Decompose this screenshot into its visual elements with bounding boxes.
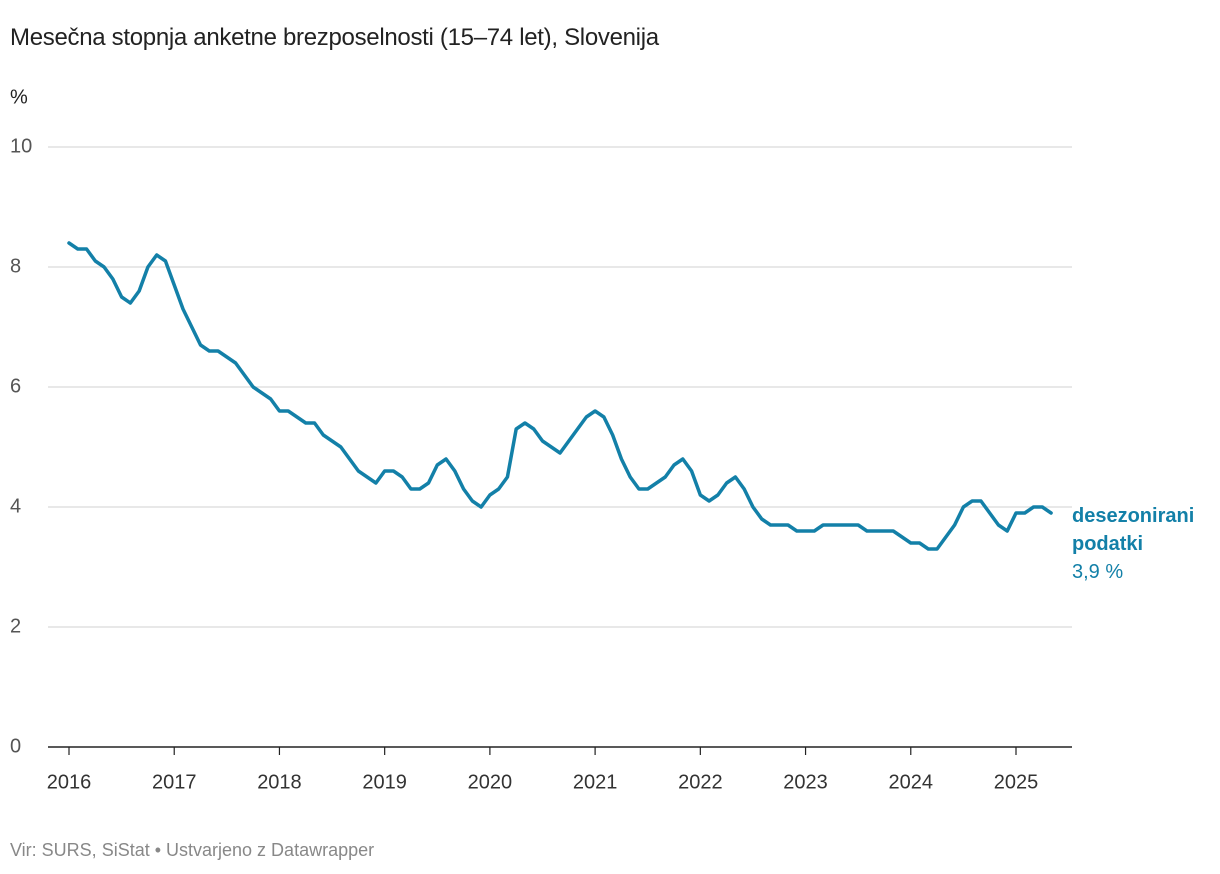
y-tick-label: 4 bbox=[10, 495, 21, 517]
y-tick-label: 6 bbox=[10, 375, 21, 397]
x-tick-label: 2019 bbox=[362, 771, 407, 793]
y-tick-label: 10 bbox=[10, 135, 32, 157]
x-tick-label: 2018 bbox=[257, 771, 302, 793]
value-label: 3,9 % bbox=[1072, 561, 1124, 583]
x-tick-label: 2025 bbox=[994, 771, 1039, 793]
x-tick-label: 2023 bbox=[783, 771, 828, 793]
chart-title: Mesečna stopnja anketne brezposelnosti (… bbox=[10, 24, 659, 51]
y-tick-label: 2 bbox=[10, 615, 21, 637]
x-tick-label: 2024 bbox=[889, 771, 934, 793]
y-tick-label: 0 bbox=[10, 735, 21, 757]
x-tick-label: 2021 bbox=[573, 771, 618, 793]
line bbox=[67, 241, 1053, 551]
y-axis-label: % bbox=[10, 86, 28, 108]
series-name: desezonirani podatki bbox=[1072, 505, 1195, 555]
end-label: desezonirani podatki 3,9 % bbox=[1072, 502, 1218, 586]
source: Vir: SURS, SiStat • Ustvarjeno z Datawra… bbox=[10, 840, 375, 860]
x-tick-label: 2016 bbox=[47, 771, 92, 793]
x-tick-label: 2020 bbox=[468, 771, 513, 793]
x-tick-label: 2017 bbox=[152, 771, 197, 793]
x-tick-label: 2022 bbox=[678, 771, 723, 793]
y-tick-label: 8 bbox=[10, 255, 21, 277]
